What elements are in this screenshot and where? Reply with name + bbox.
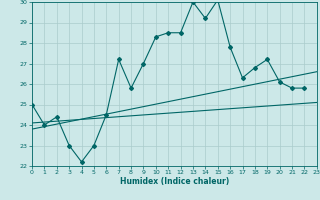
X-axis label: Humidex (Indice chaleur): Humidex (Indice chaleur) bbox=[120, 177, 229, 186]
